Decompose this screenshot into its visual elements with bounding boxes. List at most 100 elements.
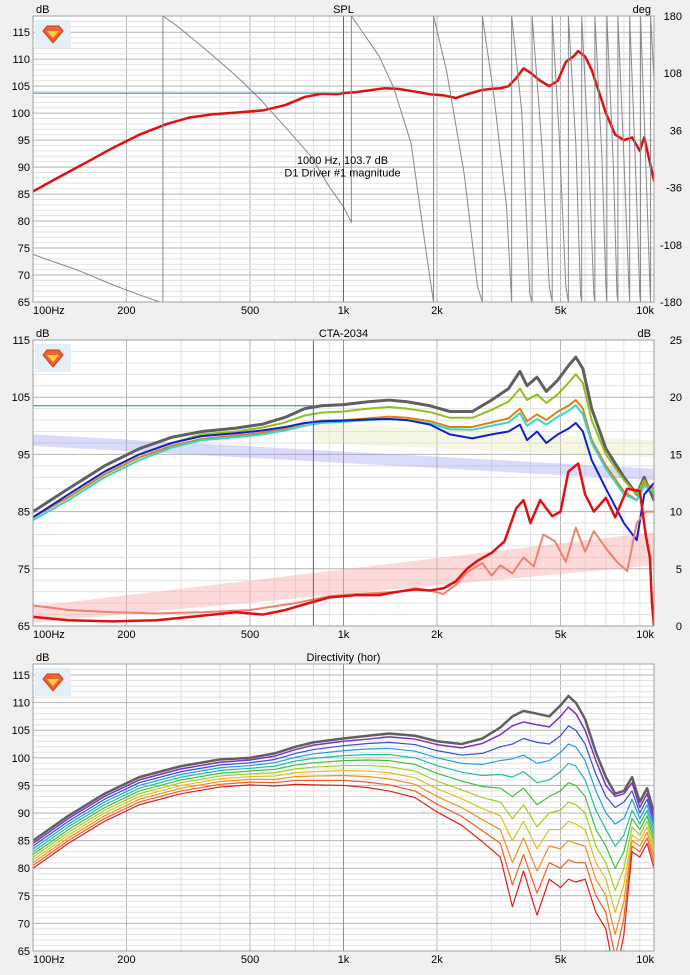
series-line-9 (33, 774, 654, 936)
y-tick-label: 105 (12, 81, 30, 93)
y2-tick-label: 0 (676, 621, 682, 633)
y-tick-label: 85 (18, 189, 30, 201)
y-tick-label: 65 (18, 621, 30, 633)
logo-diamond-facet-icon (47, 679, 59, 686)
series-line-2 (33, 373, 654, 519)
x-tick-label: 10k (636, 954, 654, 966)
series-line-10 (33, 779, 654, 951)
chart-title: Directivity (hor) (307, 652, 381, 664)
y2-axis-label: dB (638, 328, 651, 340)
y2-tick-label: 15 (670, 449, 682, 461)
y-tick-label: 115 (12, 335, 30, 347)
plot-content (33, 340, 654, 626)
plot-frame (32, 339, 655, 627)
series-line-1 (33, 355, 654, 514)
x-tick-label: 5k (555, 305, 567, 317)
x-tick-label: 5k (555, 954, 567, 966)
x-tick-label: 500 (241, 954, 259, 966)
y-tick-label: 115 (12, 670, 30, 682)
trend-band-3 (33, 532, 654, 623)
x-tick-label: 10k (636, 629, 654, 641)
series-line-1 (33, 49, 654, 193)
trend-band-1 (33, 434, 654, 481)
series-line-11 (33, 783, 654, 951)
x-tick-label: 100Hz (33, 954, 65, 966)
y-tick-label: 110 (12, 698, 30, 710)
series-line-3 (33, 399, 654, 519)
grid (33, 663, 654, 952)
cursor-readout-line2: D1 Driver #1 magnitude (284, 167, 400, 179)
x-tick-label: 2k (431, 954, 443, 966)
y-tick-label: 95 (18, 449, 30, 461)
series-line-8 (33, 769, 654, 913)
x-tick-label: 100Hz (33, 305, 65, 317)
y-axis-label: dB (36, 4, 49, 16)
logo-diamond-facet-icon (47, 31, 59, 38)
series-line-4 (33, 743, 654, 850)
series-line-7 (33, 462, 654, 626)
plot-frame (32, 15, 655, 303)
plot-content (33, 16, 654, 302)
series-line-4 (33, 404, 654, 522)
x-tick-label: 200 (117, 305, 135, 317)
series-line-7 (33, 764, 654, 891)
cursor-readout-line1: 1000 Hz, 103.7 dB (297, 155, 388, 167)
y-tick-label: 85 (18, 507, 30, 519)
y-tick-label: 70 (18, 918, 30, 930)
x-tick-label: 1k (338, 954, 350, 966)
y2-tick-label: 5 (676, 564, 682, 576)
y-tick-label: 75 (18, 243, 30, 255)
y-tick-label: 80 (18, 863, 30, 875)
y-tick-label: 100 (12, 753, 30, 765)
y-axis-label: dB (36, 328, 49, 340)
x-tick-label: 200 (117, 629, 135, 641)
series-line-6 (33, 759, 654, 869)
y-tick-label: 85 (18, 836, 30, 848)
x-tick-label: 2k (431, 305, 443, 317)
trend-band-2 (313, 422, 654, 458)
y2-tick-label: 20 (670, 392, 682, 404)
y2-tick-label: 25 (670, 335, 682, 347)
series-line-5 (33, 753, 654, 853)
y-tick-label: 70 (18, 270, 30, 282)
plot-content (33, 694, 654, 951)
series-line-3 (33, 725, 654, 847)
y-tick-label: 75 (18, 564, 30, 576)
x-tick-label: 1k (338, 305, 350, 317)
y2-tick-label: 36 (670, 125, 682, 137)
x-tick-label: 100Hz (33, 629, 65, 641)
chart-panel-2: CTA-2034 dB dB 65 75 85 95 105 115 0 5 10 15 20 25 100H… (0, 325, 690, 650)
y-tick-label: 80 (18, 216, 30, 228)
x-tick-label: 5k (555, 629, 567, 641)
y-tick-label: 105 (12, 392, 30, 404)
y2-tick-label: -36 (666, 183, 682, 195)
chart-title: SPL (333, 4, 354, 16)
series-line-5 (33, 417, 654, 542)
x-tick-label: 2k (431, 629, 443, 641)
y-tick-label: 65 (18, 946, 30, 958)
logo-diamond-facet-icon (47, 355, 59, 362)
x-tick-label: 500 (241, 629, 259, 641)
series-line-6 (33, 510, 654, 615)
y-tick-label: 115 (12, 27, 30, 39)
series-line-1 (33, 694, 654, 842)
y-axis-label: dB (36, 652, 49, 664)
y2-tick-label: -180 (660, 297, 682, 309)
y-tick-label: 95 (18, 135, 30, 147)
series-line-2 (33, 16, 654, 302)
y-tick-label: 105 (12, 725, 30, 737)
x-tick-label: 200 (117, 954, 135, 966)
y-tick-label: 90 (18, 808, 30, 820)
y2-tick-label: 180 (664, 11, 682, 23)
y2-tick-label: -108 (660, 240, 682, 252)
x-tick-label: 10k (636, 305, 654, 317)
x-tick-label: 1k (338, 629, 350, 641)
y2-tick-label: 108 (664, 68, 682, 80)
y2-axis-label: deg (633, 4, 651, 16)
series-line-2 (33, 706, 654, 845)
y-tick-label: 90 (18, 162, 30, 174)
y2-tick-label: 10 (670, 507, 682, 519)
plot-frame (32, 663, 655, 952)
